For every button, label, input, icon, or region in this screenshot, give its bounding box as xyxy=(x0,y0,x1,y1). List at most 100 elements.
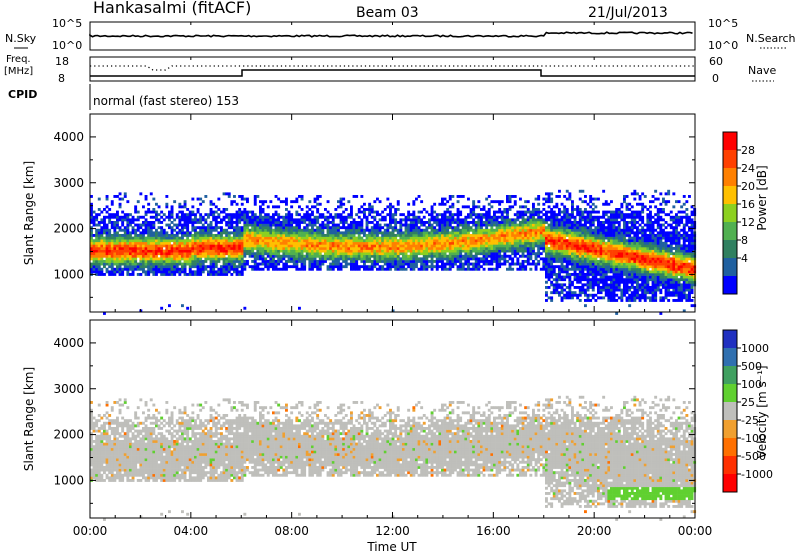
power-cell xyxy=(558,293,561,297)
power-cell xyxy=(576,267,580,271)
power-cell xyxy=(545,286,548,289)
power-cell xyxy=(477,244,481,248)
power-cell xyxy=(318,267,322,271)
power-cell xyxy=(623,244,626,248)
power-cell xyxy=(586,236,590,240)
power-cell xyxy=(131,215,135,219)
power-cell xyxy=(394,210,398,214)
power-cell xyxy=(183,241,187,245)
power-cell xyxy=(500,247,504,250)
power-cell xyxy=(472,265,476,269)
power-cell xyxy=(552,218,556,222)
power-cell xyxy=(467,244,470,248)
power-cell xyxy=(311,228,314,232)
power-cell xyxy=(266,234,270,237)
power-cell xyxy=(389,205,392,209)
power-cell xyxy=(526,247,530,250)
power-cell xyxy=(339,236,343,240)
power-cell xyxy=(565,234,569,237)
power-cell xyxy=(321,241,325,245)
power-cell xyxy=(175,249,179,253)
power-cell xyxy=(168,247,171,250)
power-cell xyxy=(131,262,135,266)
power-cell xyxy=(331,267,335,271)
power-cell xyxy=(105,215,109,219)
power-cell xyxy=(578,293,582,297)
power-cell xyxy=(326,247,330,250)
power-cell xyxy=(412,262,416,266)
power-cell xyxy=(246,218,249,222)
power-cell xyxy=(136,252,140,256)
power-cell xyxy=(516,262,520,266)
power-cell xyxy=(534,236,538,240)
power-cell xyxy=(178,252,182,256)
power-cell xyxy=(477,236,481,240)
power-cell xyxy=(547,239,551,243)
power-cell xyxy=(243,249,247,253)
power-cell xyxy=(422,254,426,258)
power-cell xyxy=(290,260,294,263)
power-cell xyxy=(290,257,294,261)
power-cell xyxy=(448,234,452,237)
power-cell xyxy=(633,252,637,256)
power-cell xyxy=(620,257,624,261)
power-cell xyxy=(191,241,195,245)
power-cell xyxy=(118,236,122,240)
power-cell xyxy=(581,236,585,240)
power-cell xyxy=(584,273,587,276)
power-cell xyxy=(282,218,286,222)
power-cell xyxy=(207,228,210,232)
power-cell xyxy=(108,221,112,224)
power-cell xyxy=(412,210,416,214)
power-cell xyxy=(615,265,619,269)
power-cell xyxy=(430,249,434,253)
power-cell xyxy=(435,228,439,232)
power-cell xyxy=(386,236,390,240)
power-cell xyxy=(524,241,528,245)
power-cell xyxy=(350,221,353,224)
power-cell xyxy=(144,213,148,217)
power-cell xyxy=(227,195,231,198)
power-cell xyxy=(95,247,99,250)
power-cell xyxy=(571,221,574,224)
power-cell xyxy=(331,244,335,248)
power-cell xyxy=(287,236,291,240)
power-cell xyxy=(633,234,637,237)
power-cell xyxy=(519,231,522,235)
power-cell xyxy=(376,210,379,214)
power-cell xyxy=(227,234,231,237)
power-cell xyxy=(584,252,587,256)
power-cell xyxy=(584,215,587,219)
power-cell xyxy=(105,254,109,258)
power-cell xyxy=(550,244,554,248)
power-cell xyxy=(469,262,473,266)
power-cell xyxy=(118,257,122,261)
power-cell xyxy=(118,241,122,245)
power-cell xyxy=(149,260,153,263)
power-cell xyxy=(110,202,114,206)
power-cell xyxy=(342,215,346,219)
power-cell xyxy=(311,213,314,217)
power-cell xyxy=(389,267,392,271)
power-cell xyxy=(451,202,455,206)
power-cell xyxy=(235,228,239,232)
power-cell xyxy=(165,223,169,227)
power-cell xyxy=(233,195,236,198)
power-cell xyxy=(139,257,143,261)
power-cell xyxy=(376,239,379,243)
power-cell xyxy=(181,226,184,230)
power-cell xyxy=(383,234,387,237)
power-cell xyxy=(607,283,611,287)
power-cell xyxy=(448,254,452,258)
power-cell xyxy=(503,254,507,258)
power-cell xyxy=(344,234,348,237)
power-cell xyxy=(220,273,223,276)
power-cell xyxy=(212,254,216,258)
power-cell xyxy=(238,234,242,237)
power-cell xyxy=(407,218,411,222)
power-cell xyxy=(438,228,442,232)
power-cell xyxy=(316,231,320,235)
power-cell xyxy=(344,221,348,224)
power-cell xyxy=(545,236,548,240)
freq-tick-top: 18 xyxy=(55,55,69,68)
